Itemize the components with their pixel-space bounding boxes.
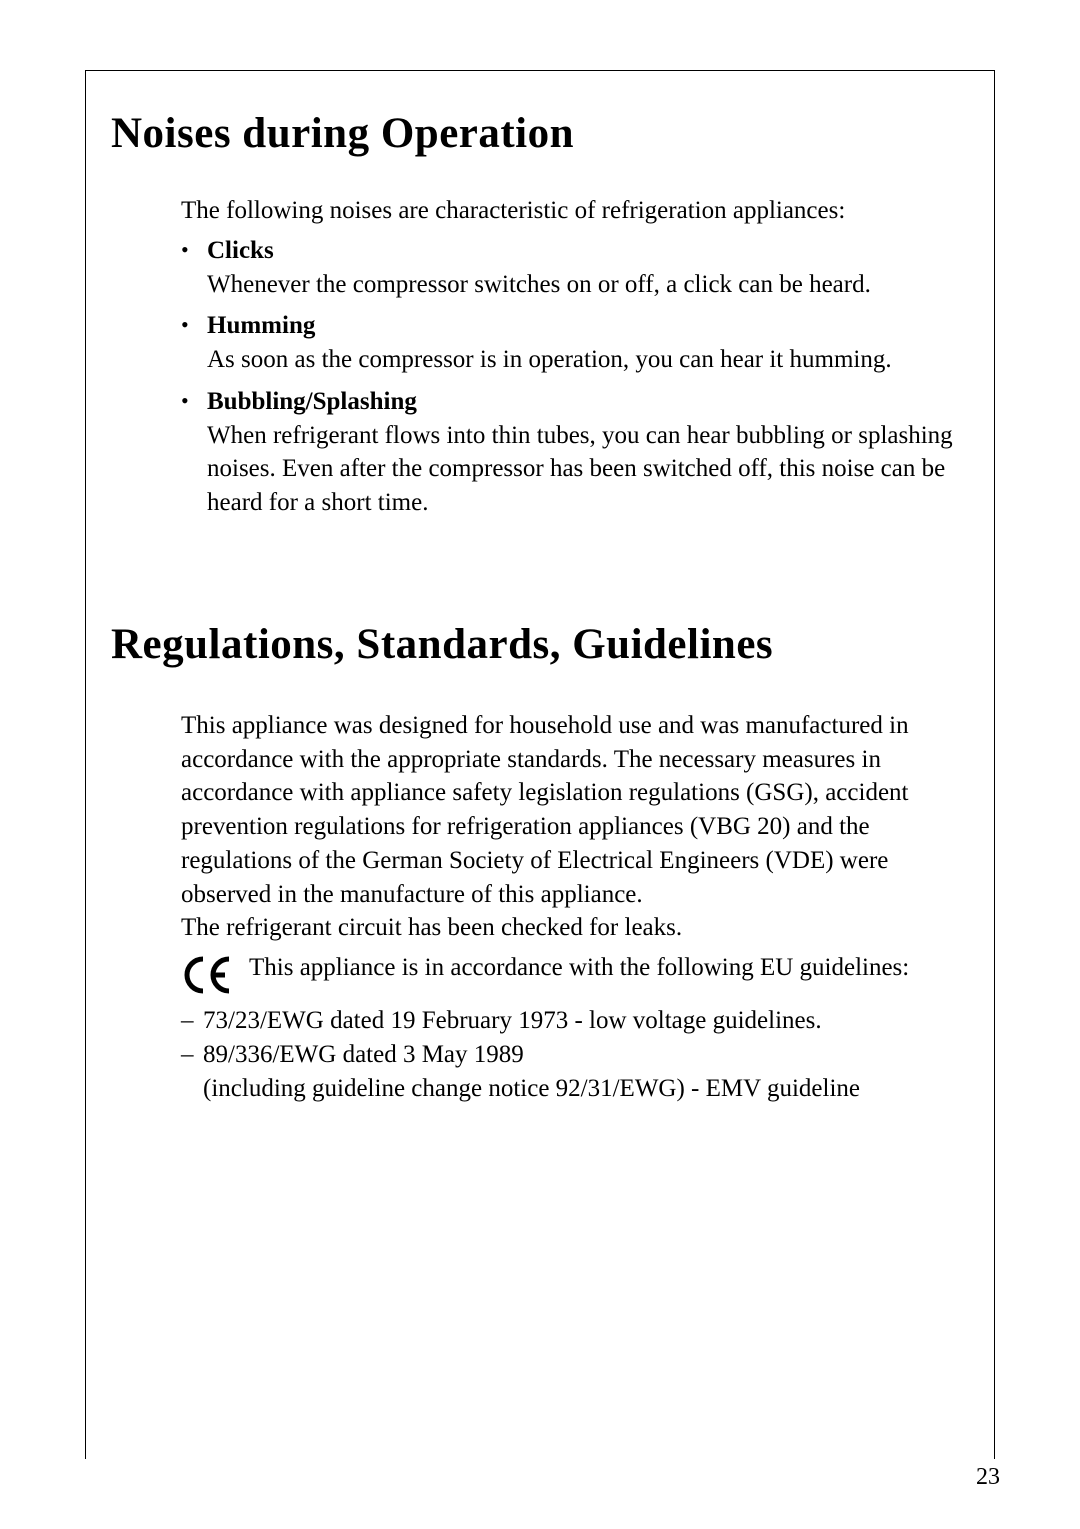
bullet-description: As soon as the compressor is in operatio… (207, 346, 892, 373)
ce-mark-icon (181, 955, 237, 1000)
ce-compliance-block: This appliance is in accordance with the… (181, 951, 969, 1000)
bullet-description: Whenever the compressor switches on or o… (207, 271, 871, 298)
page-frame: Noises during Operation The following no… (85, 70, 995, 1459)
ce-compliance-text: This appliance is in accordance with the… (249, 951, 909, 985)
section-heading-noises: Noises during Operation (111, 109, 969, 158)
dash-text: 89/336/EWG dated 3 May 1989 (203, 1041, 524, 1068)
bullet-title: Bubbling/Splashing (207, 388, 417, 415)
dash-item: – 89/336/EWG dated 3 May 1989 (181, 1038, 969, 1072)
section-heading-regulations: Regulations, Standards, Guidelines (111, 620, 969, 669)
dash-text: 73/23/EWG dated 19 February 1973 - low v… (203, 1007, 822, 1034)
bullet-description: When refrigerant flows into thin tubes, … (207, 422, 953, 517)
noise-bullet-list: • Clicks Whenever the compressor switche… (181, 234, 969, 520)
bullet-item-humming: • Humming As soon as the compressor is i… (181, 309, 969, 377)
dash-marker-icon: – (181, 1004, 194, 1038)
bullet-item-bubbling: • Bubbling/Splashing When refrigerant fl… (181, 385, 969, 520)
bullet-marker-icon: • (181, 237, 189, 263)
regulations-para-2: The refrigerant circuit has been checked… (181, 911, 969, 945)
bullet-marker-icon: • (181, 388, 189, 414)
bullet-marker-icon: • (181, 312, 189, 338)
guideline-dash-list: – 73/23/EWG dated 19 February 1973 - low… (181, 1004, 969, 1072)
dash-marker-icon: – (181, 1038, 194, 1072)
bullet-title: Humming (207, 312, 315, 339)
regulations-para-1: This appliance was designed for househol… (181, 709, 969, 912)
dash-item: – 73/23/EWG dated 19 February 1973 - low… (181, 1004, 969, 1038)
bullet-title: Clicks (207, 237, 274, 264)
dash-sub-text: (including guideline change notice 92/31… (203, 1072, 969, 1106)
page-number: 23 (976, 1464, 1000, 1491)
bullet-item-clicks: • Clicks Whenever the compressor switche… (181, 234, 969, 302)
intro-text: The following noises are characteristic … (181, 194, 969, 228)
